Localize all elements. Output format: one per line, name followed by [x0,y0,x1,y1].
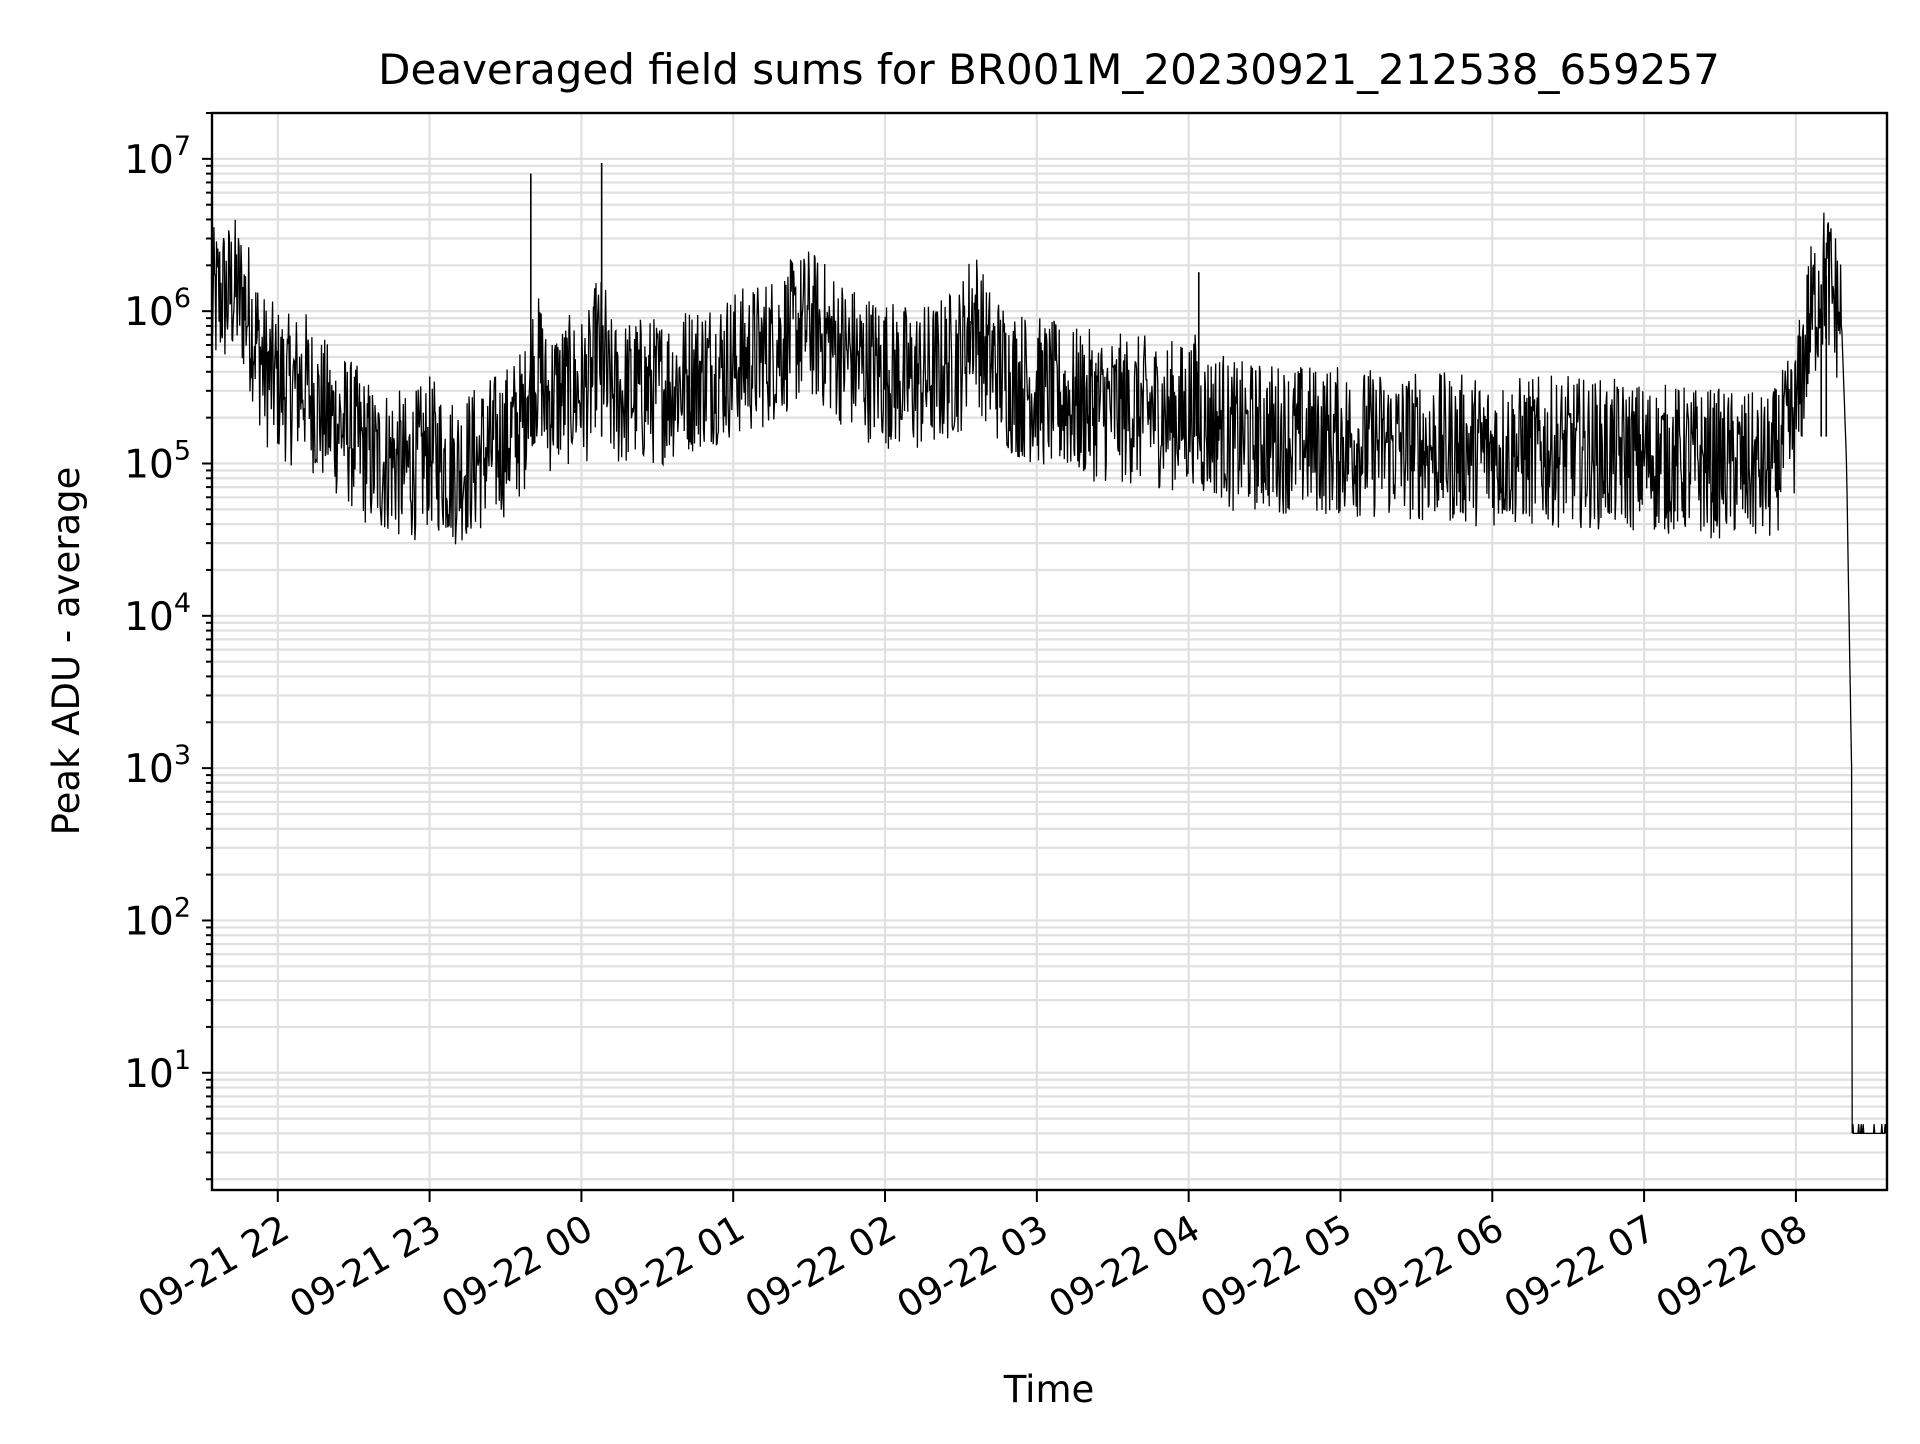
y-tick-label: 107 [124,131,191,183]
y-tick-label: 105 [124,435,191,487]
y-tick-label: 104 [124,588,191,640]
y-tick-label: 101 [124,1045,191,1097]
y-tick-label: 103 [124,740,191,792]
y-axis-label: Peak ADU - average [45,467,88,836]
series-line [211,212,1888,1135]
grid [212,111,1887,1190]
data-area [211,162,1888,1135]
plot-frame [210,111,1889,1192]
y-tick-label: 106 [124,283,191,335]
x-axis-label: Time [1003,1368,1095,1411]
y-tick-label: 102 [124,892,191,944]
chart-title: Deaveraged field sums for BR001M_2023092… [378,45,1720,94]
